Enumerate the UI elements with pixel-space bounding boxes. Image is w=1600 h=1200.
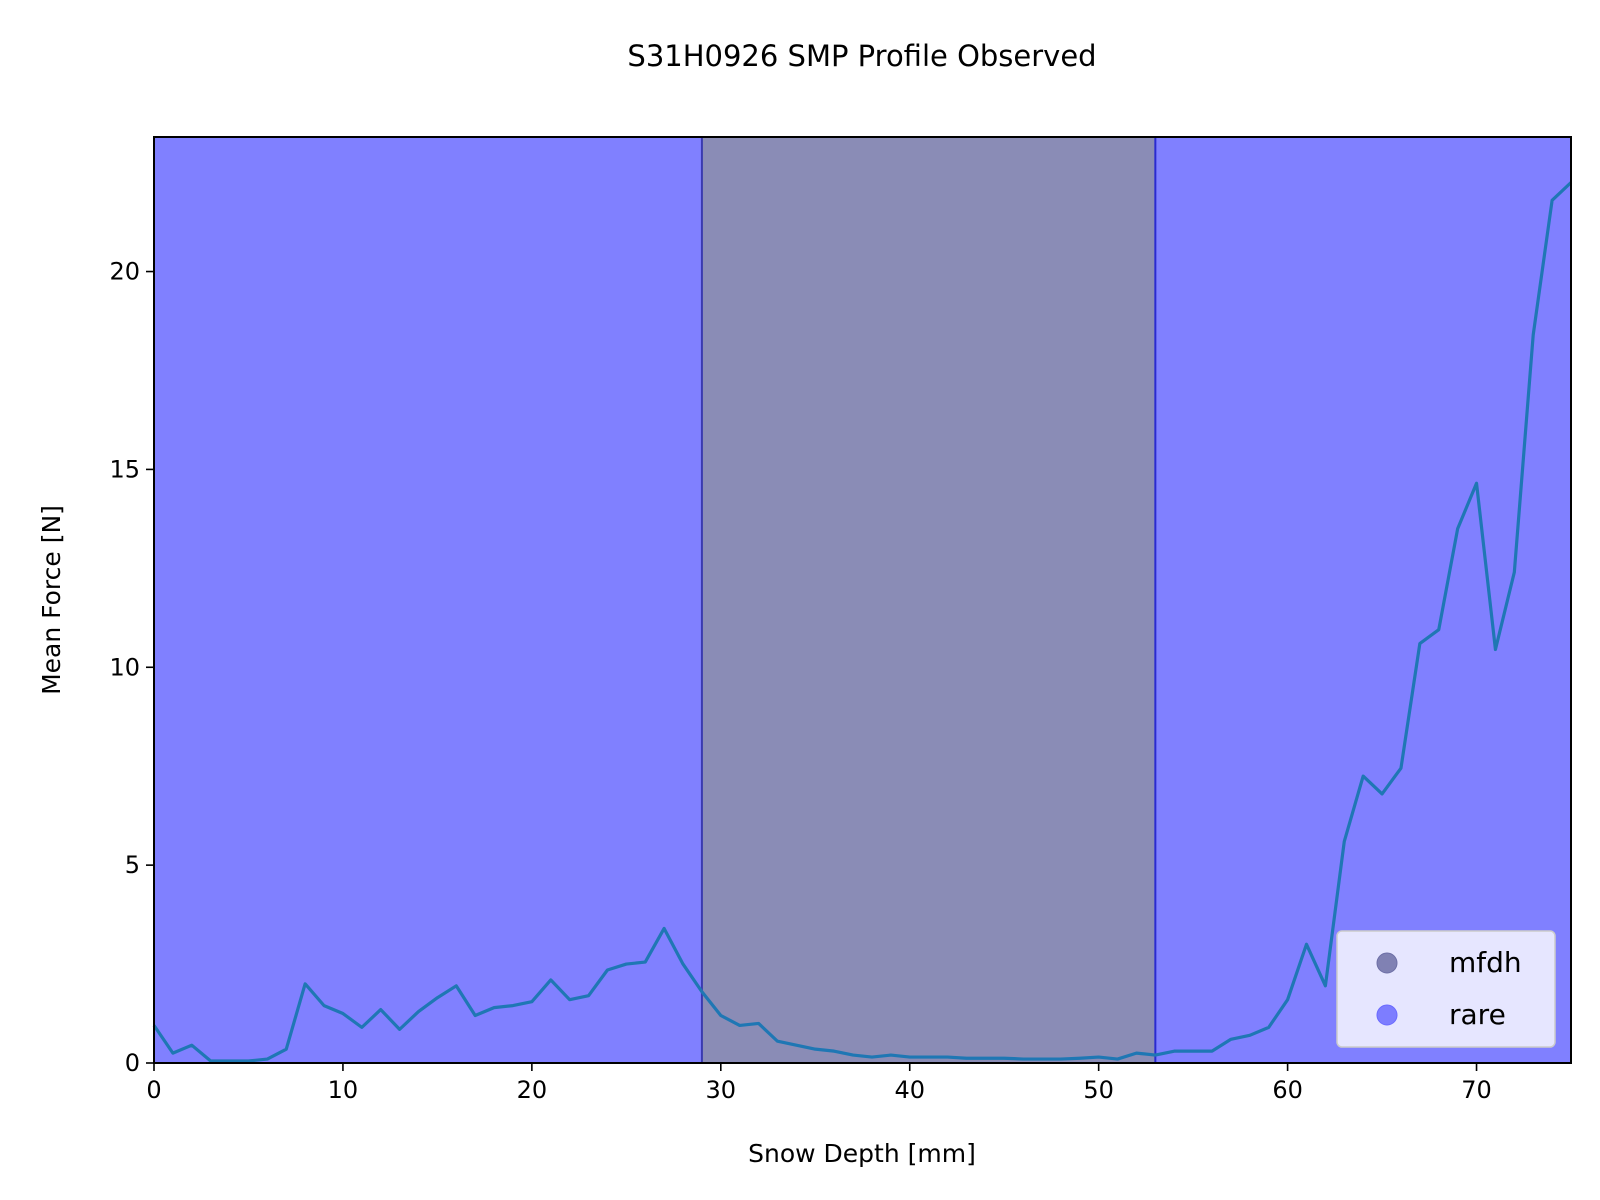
y-tick-label: 15 — [109, 455, 140, 483]
x-tick-label: 40 — [894, 1076, 925, 1104]
y-tick-label: 0 — [125, 1049, 140, 1077]
y-axis-label: Mean Force [N] — [37, 505, 66, 695]
legend-label-mfdh: mfdh — [1449, 946, 1522, 979]
y-tick-label: 10 — [109, 653, 140, 681]
x-tick-label: 20 — [517, 1076, 548, 1104]
line-layer — [152, 181, 1573, 1063]
x-tick-label: 60 — [1272, 1076, 1303, 1104]
legend-label-rare: rare — [1449, 998, 1506, 1031]
x-tick-label: 50 — [1083, 1076, 1114, 1104]
x-axis: 0 10 20 30 40 50 60 70 — [146, 1063, 1492, 1104]
y-tick-label: 20 — [109, 258, 140, 286]
plot-frame — [153, 136, 1572, 1064]
region-rare-0 — [154, 137, 702, 1063]
chart-title: S31H0926 SMP Profile Observed — [627, 39, 1096, 73]
x-axis-label: Snow Depth [mm] — [748, 1139, 976, 1168]
legend-marker-mfdh — [1376, 952, 1398, 974]
x-tick-label: 70 — [1461, 1076, 1492, 1104]
region-rare-2 — [1155, 137, 1571, 1063]
y-tick-label: 5 — [125, 851, 140, 879]
legend: mfdh rare — [1336, 930, 1556, 1048]
x-tick-label: 30 — [706, 1076, 737, 1104]
y-axis: 0 5 10 15 20 — [109, 258, 154, 1077]
region-mfdh-1 — [701, 137, 1156, 1063]
x-tick-label: 0 — [146, 1076, 161, 1104]
force-profile-line — [152, 181, 1573, 1063]
regions-layer — [154, 137, 1571, 1063]
legend-box — [1336, 930, 1556, 1048]
legend-marker-rare — [1376, 1004, 1398, 1026]
x-tick-label: 10 — [328, 1076, 359, 1104]
